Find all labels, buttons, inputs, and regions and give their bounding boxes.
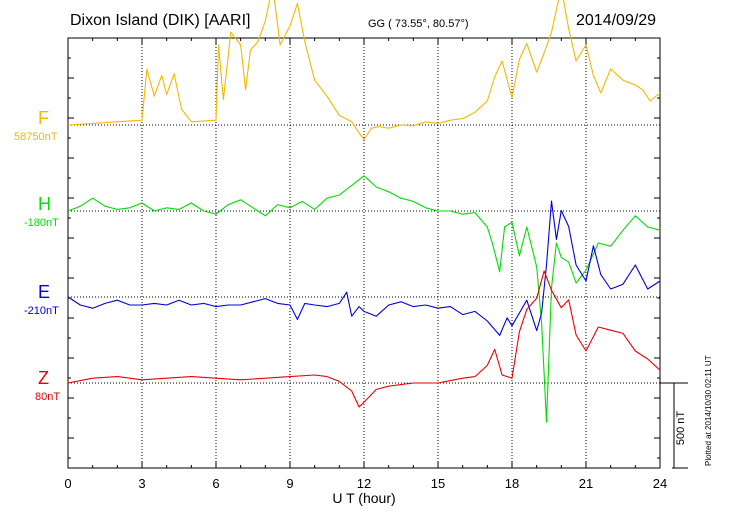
series-line-h (67, 175, 661, 423)
series-line-f (67, 0, 661, 140)
channel-label-z: Z (38, 368, 49, 388)
series-line-e (67, 200, 661, 336)
x-tick-label: 15 (431, 476, 445, 491)
x-tick-label: 21 (579, 476, 593, 491)
channel-baseline-z: 80nT (35, 391, 61, 403)
x-axis-label: U T (hour) (332, 490, 395, 506)
x-tick-label: 24 (653, 476, 667, 491)
station-title: Dixon Island (DIK) [AARI] (70, 12, 251, 29)
scale-bar-label: 500 nT (675, 411, 687, 446)
x-tick-label: 9 (286, 476, 293, 491)
channel-baseline-e: -210nT (24, 305, 59, 317)
channel-baseline-f: 58750nT (14, 131, 58, 143)
channel-label-h: H (38, 194, 51, 214)
x-tick-label: 12 (357, 476, 371, 491)
series-line-z (67, 270, 661, 408)
x-tick-label: 6 (212, 476, 219, 491)
x-tick-label: 3 (138, 476, 145, 491)
channel-label-f: F (38, 108, 49, 128)
channel-baseline-h: -180nT (24, 217, 59, 229)
channel-label-e: E (38, 282, 51, 302)
station-coordinates: GG ( 73.55°, 80.57°) (368, 18, 469, 30)
x-tick-label: 0 (64, 476, 71, 491)
chart-date: 2014/09/29 (576, 12, 657, 29)
plot-frame (67, 37, 661, 469)
x-tick-label: 18 (505, 476, 519, 491)
